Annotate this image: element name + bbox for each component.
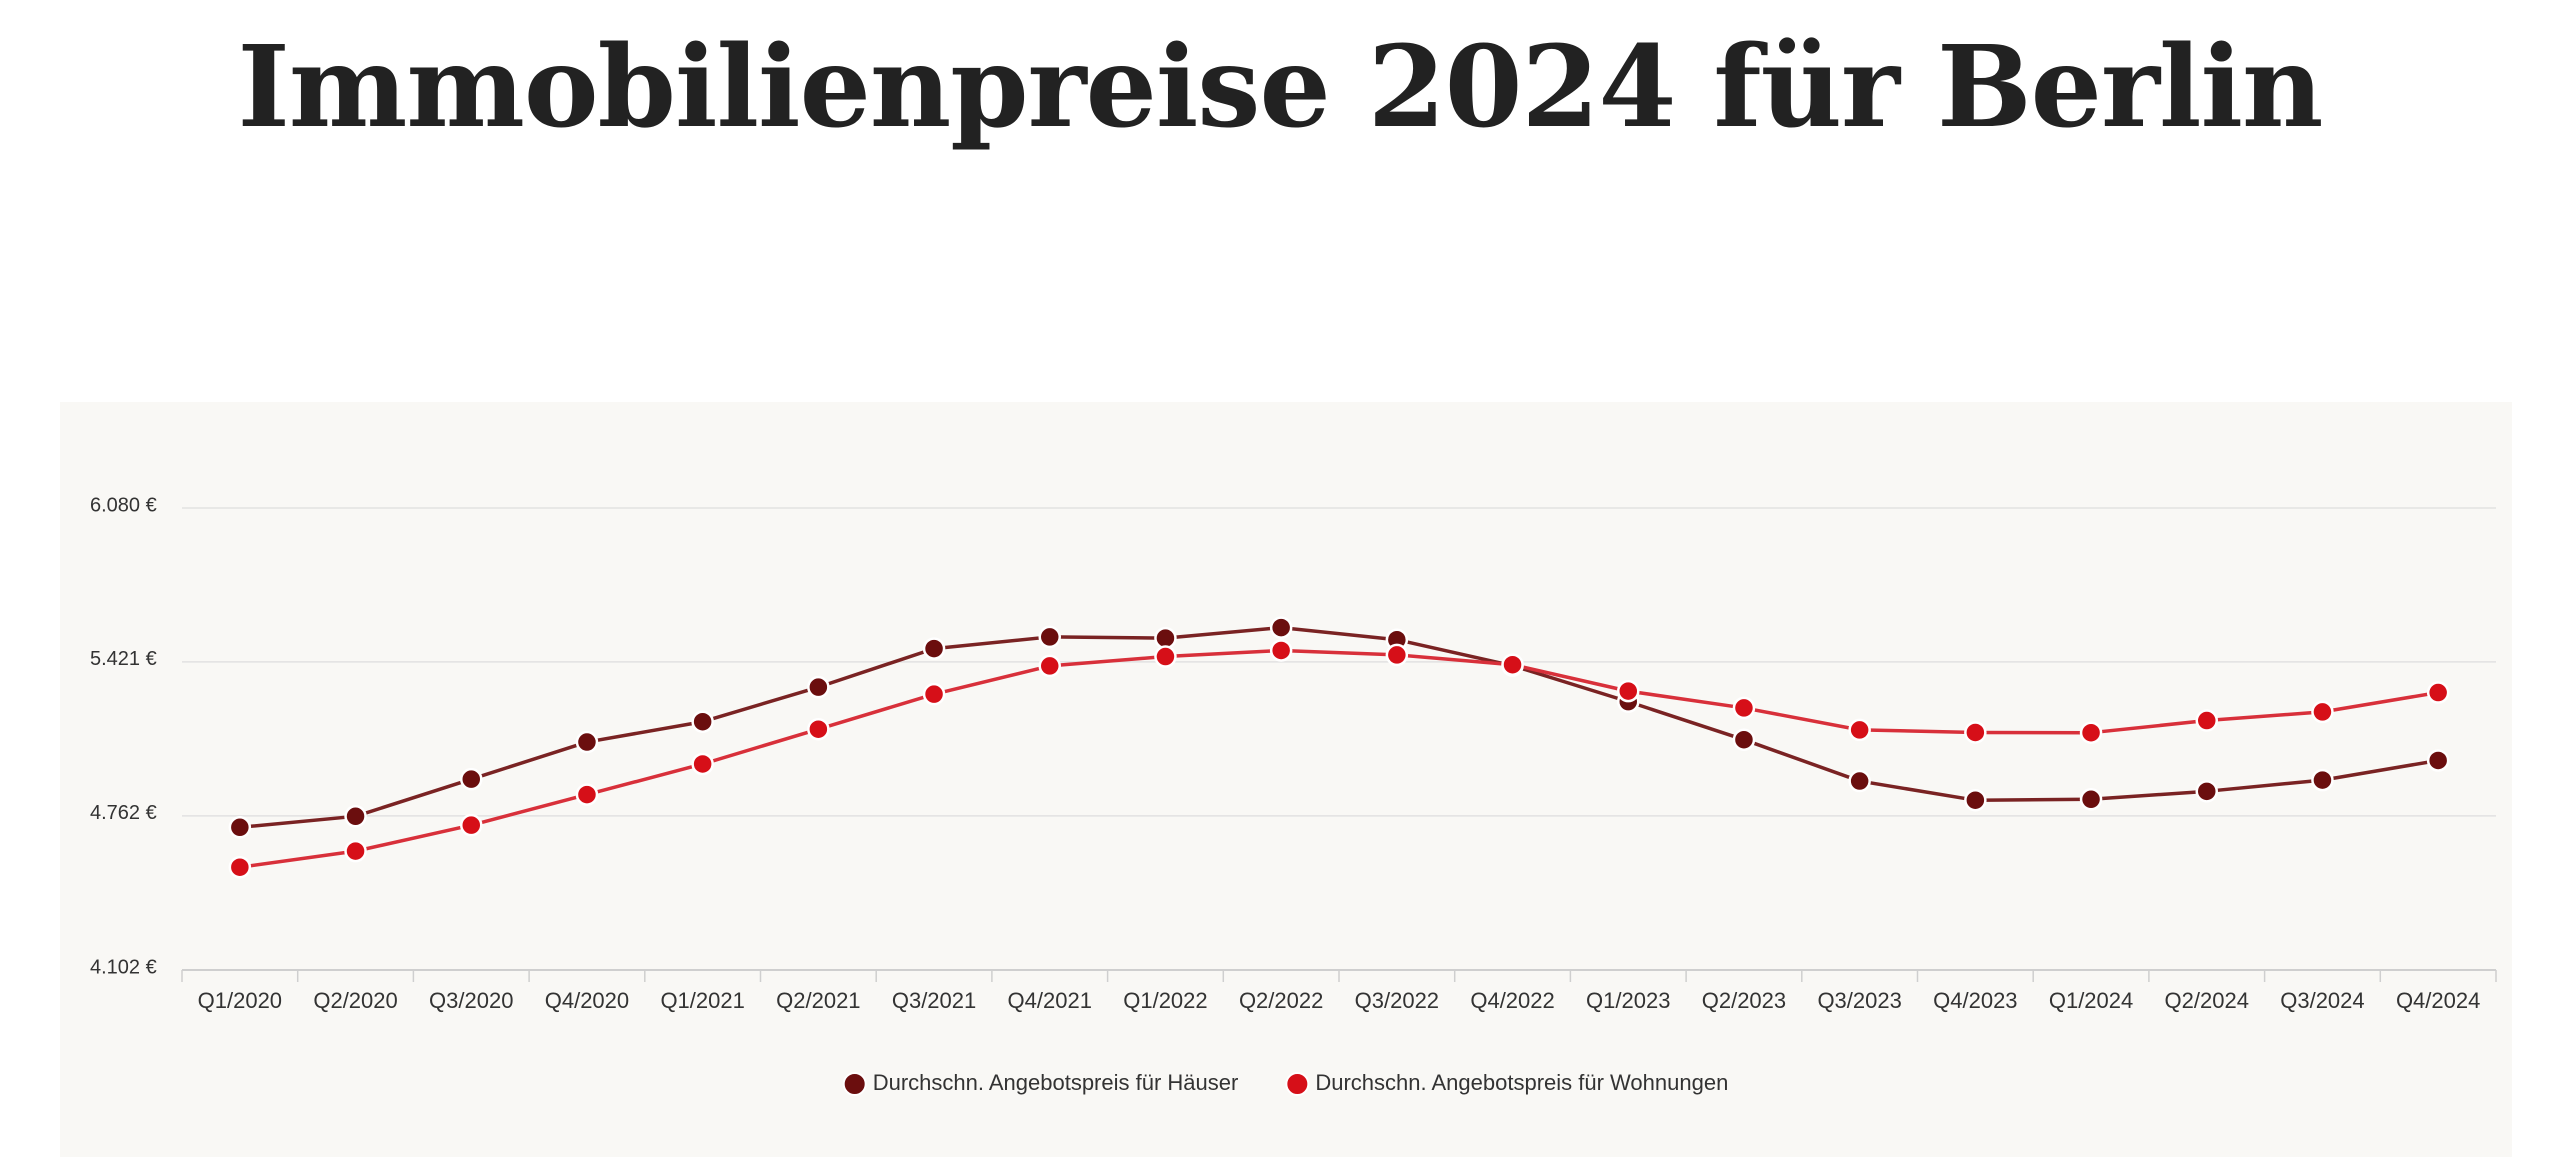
x-tick-label: Q2/2021 bbox=[776, 988, 860, 1013]
series-1-point bbox=[1732, 696, 1756, 720]
x-tick-label: Q1/2024 bbox=[2049, 988, 2133, 1013]
x-tick-label: Q3/2020 bbox=[429, 988, 513, 1013]
series-1-point bbox=[1385, 643, 1409, 667]
x-tick-label: Q1/2023 bbox=[1586, 988, 1670, 1013]
x-tick-label: Q2/2020 bbox=[313, 988, 397, 1013]
series-0-point bbox=[922, 637, 946, 660]
x-tick-label: Q4/2023 bbox=[1933, 988, 2017, 1013]
chart-panel: 6.080 € 5.421 € 4.762 € 4.102 € Q1/2020 Q2/20… bbox=[60, 402, 2512, 1157]
series-1-point bbox=[807, 717, 830, 741]
series-0-point bbox=[2079, 788, 2103, 811]
chart-series-markers bbox=[228, 616, 2450, 879]
series-1-point bbox=[2079, 721, 2103, 744]
x-tick-label: Q3/2022 bbox=[1355, 988, 1439, 1013]
legend-item: Durchschn. Angebotspreis für Häuser bbox=[842, 1070, 1239, 1096]
series-0-point bbox=[807, 675, 830, 699]
x-tick-label: Q1/2021 bbox=[660, 988, 744, 1013]
x-tick-label: Q3/2021 bbox=[892, 988, 976, 1013]
legend-marker-0 bbox=[842, 1072, 867, 1096]
legend-label: Durchschn. Angebotspreis für Häuser bbox=[873, 1070, 1239, 1095]
chart-axes: 6.080 € 5.421 € 4.762 € 4.102 € Q1/2020 Q2/20… bbox=[90, 494, 2497, 1013]
series-0-point bbox=[344, 805, 367, 828]
series-1-point bbox=[228, 855, 252, 879]
series-1-point bbox=[2311, 700, 2334, 724]
series-1-point bbox=[1501, 653, 1524, 676]
line-chart: 6.080 € 5.421 € 4.762 € 4.102 € Q1/2020 Q2/20… bbox=[90, 494, 2497, 1096]
x-tick-label: Q4/2020 bbox=[545, 988, 629, 1013]
y-tick-label: 5.421 € bbox=[90, 648, 157, 670]
x-tick-label: Q1/2022 bbox=[1123, 988, 1207, 1013]
series-0-point bbox=[1964, 788, 1987, 812]
series-0-point bbox=[2311, 768, 2334, 792]
y-tick-label: 6.080 € bbox=[90, 494, 157, 516]
legend-item: Durchschn. Angebotspreis für Wohnungen bbox=[1285, 1070, 1728, 1096]
chart-series-lines bbox=[238, 625, 2440, 869]
series-1-point bbox=[1154, 645, 1177, 668]
series-1-point bbox=[1038, 654, 1061, 678]
series-1-point bbox=[922, 682, 946, 706]
series-0-point bbox=[228, 816, 252, 839]
series-1-point bbox=[344, 839, 367, 863]
page-title: Immobilienpreise 2024 für Berlin bbox=[0, 22, 2560, 154]
series-1-point bbox=[1617, 679, 1640, 703]
series-1-point bbox=[1269, 639, 1293, 662]
series-0-point bbox=[1732, 728, 1756, 751]
series-line-0 bbox=[238, 625, 2440, 830]
series-1-point bbox=[1964, 721, 1987, 744]
chart-gridlines bbox=[182, 507, 2496, 971]
series-1-point bbox=[575, 783, 599, 806]
chart-legend: Durchschn. Angebotspreis für Häuser Durch… bbox=[842, 1070, 1728, 1096]
series-1-point bbox=[2195, 709, 2218, 732]
series-0-point bbox=[1269, 616, 1293, 639]
series-1-point bbox=[691, 752, 714, 776]
series-0-point bbox=[691, 710, 714, 733]
x-tick-label: Q2/2024 bbox=[2165, 988, 2249, 1013]
x-tick-label: Q4/2021 bbox=[1008, 988, 1092, 1013]
x-tick-label: Q4/2024 bbox=[2396, 988, 2480, 1013]
series-line-1 bbox=[238, 648, 2440, 869]
series-0-point bbox=[1038, 625, 1061, 649]
legend-marker-1 bbox=[1285, 1072, 1310, 1096]
x-tick-label: Q3/2024 bbox=[2280, 988, 2364, 1013]
series-1-point bbox=[1848, 718, 1871, 742]
series-1-point bbox=[460, 813, 483, 837]
series-0-point bbox=[575, 730, 599, 754]
x-tick-label: Q3/2023 bbox=[1817, 988, 1901, 1013]
y-tick-label: 4.762 € bbox=[90, 802, 157, 824]
x-tick-label: Q2/2022 bbox=[1239, 988, 1323, 1013]
series-1-point bbox=[2426, 681, 2450, 704]
series-0-point bbox=[1848, 769, 1871, 793]
x-tick-label: Q1/2020 bbox=[198, 988, 282, 1013]
series-0-point bbox=[2426, 749, 2450, 772]
series-0-point bbox=[1154, 626, 1177, 650]
series-0-point bbox=[2195, 780, 2218, 803]
y-tick-label: 4.102 € bbox=[90, 956, 157, 978]
page-title-text: Immobilienpreise 2024 für Berlin bbox=[237, 22, 2324, 153]
x-tick-label: Q2/2023 bbox=[1702, 988, 1786, 1013]
series-0-point bbox=[460, 767, 483, 791]
legend-label: Durchschn. Angebotspreis für Wohnungen bbox=[1315, 1070, 1728, 1095]
x-tick-label: Q4/2022 bbox=[1470, 988, 1554, 1013]
